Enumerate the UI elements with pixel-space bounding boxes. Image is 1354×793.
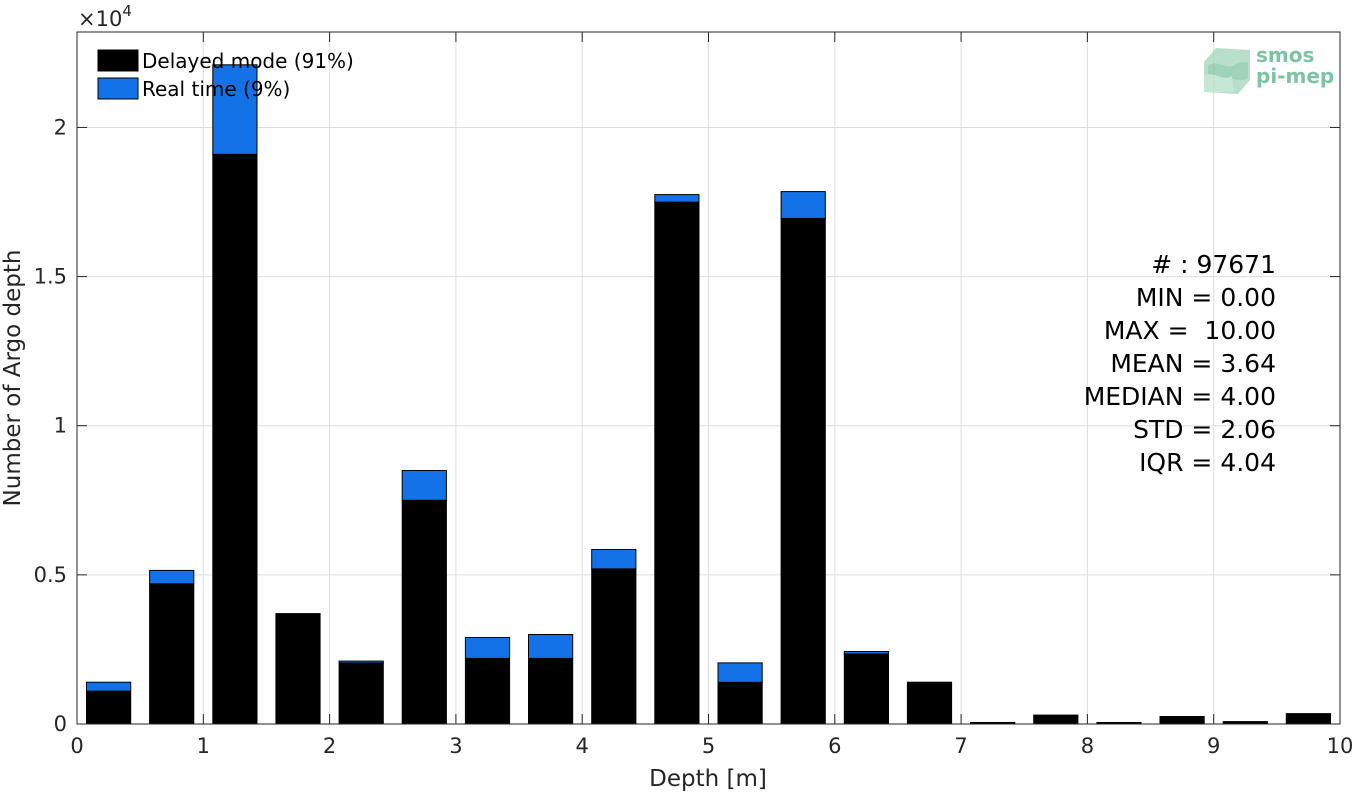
bar-delayed-mode: [338, 662, 384, 725]
y-axis-label: Number of Argo depth: [0, 250, 26, 507]
stat-std: STD = 2.06: [1133, 415, 1276, 444]
x-tick-label: 3: [449, 734, 462, 758]
tick-marks: [76, 32, 1341, 725]
bars: [86, 64, 1332, 725]
bar-real-time: [780, 191, 826, 219]
logo-text-pimep: pi-mep: [1256, 64, 1334, 88]
x-tick-label: 4: [576, 734, 589, 758]
y-tick-label: 2: [54, 115, 67, 139]
bar-delayed-mode: [717, 681, 763, 725]
stat-iqr: IQR = 4.04: [1139, 448, 1276, 477]
bar-real-time: [212, 64, 258, 155]
bar-delayed-mode: [1033, 714, 1079, 725]
y-exponent-label: ×104: [78, 2, 132, 31]
bar-real-time: [464, 637, 511, 659]
bar-real-time: [591, 549, 637, 570]
legend-label-realtime: Real time (9%): [142, 77, 290, 101]
y-tick-label: 1: [54, 414, 67, 438]
bar-delayed-mode: [464, 657, 511, 725]
y-tick-label: 1.5: [34, 265, 67, 289]
bar-delayed-mode: [149, 583, 195, 725]
logo-wave-icon: [1204, 48, 1250, 94]
legend-swatch-delayed: [97, 49, 139, 72]
smos-pimep-logo: smos pi-mep: [1204, 43, 1334, 94]
x-tick-label: 1: [197, 734, 210, 758]
bar-real-time: [843, 651, 889, 655]
bar-delayed-mode: [843, 653, 889, 725]
bar-delayed-mode: [591, 568, 637, 725]
bar-real-time: [654, 194, 700, 203]
bar-delayed-mode: [401, 499, 447, 725]
x-axis-label: Depth [m]: [649, 766, 767, 792]
legend-label-delayed: Delayed mode (91%): [142, 49, 354, 73]
bar-real-time: [149, 569, 195, 585]
y-tick-label: 0.5: [34, 563, 67, 587]
bar-real-time: [401, 470, 447, 501]
bar-delayed-mode: [654, 201, 700, 725]
x-tick-label: 0: [70, 734, 83, 758]
statistics-box: # : 97671 MIN = 0.00 MAX = 10.00 MEAN = …: [1084, 250, 1276, 477]
x-tick-label: 2: [323, 734, 336, 758]
stat-max: MAX = 10.00: [1104, 316, 1276, 345]
x-tick-label: 10: [1327, 734, 1354, 758]
bar-real-time: [338, 660, 384, 664]
stat-mean: MEAN = 3.64: [1110, 349, 1276, 378]
x-tick-labels: 0 1 2 3 4 5 6 7 8 9 10: [70, 734, 1353, 758]
bar-real-time: [717, 662, 763, 683]
stat-median: MEDIAN = 4.00: [1084, 382, 1276, 411]
logo-text-smos: smos: [1256, 43, 1314, 67]
bar-delayed-mode: [906, 681, 953, 725]
bar-delayed-mode: [1285, 713, 1332, 725]
y-tick-labels: 0 0.5 1 1.5 2: [34, 115, 67, 736]
bar-delayed-mode: [86, 690, 132, 725]
grid: [77, 32, 1340, 724]
bar-real-time: [86, 681, 132, 692]
x-tick-label: 7: [954, 734, 967, 758]
bar-delayed-mode: [212, 153, 258, 725]
bar-delayed-mode: [275, 613, 321, 725]
x-tick-label: 9: [1207, 734, 1220, 758]
y-tick-label: 0: [54, 712, 67, 736]
stat-min: MIN = 0.00: [1136, 283, 1276, 312]
bar-delayed-mode: [1159, 716, 1205, 725]
x-tick-label: 8: [1081, 734, 1094, 758]
legend: Delayed mode (91%) Real time (9%): [97, 49, 354, 101]
stat-count: # : 97671: [1151, 250, 1276, 279]
x-tick-label: 6: [828, 734, 841, 758]
legend-swatch-realtime: [97, 77, 139, 100]
bar-delayed-mode: [780, 217, 826, 725]
bar-delayed-mode: [528, 657, 574, 725]
x-tick-label: 5: [702, 734, 715, 758]
bar-real-time: [528, 634, 574, 659]
